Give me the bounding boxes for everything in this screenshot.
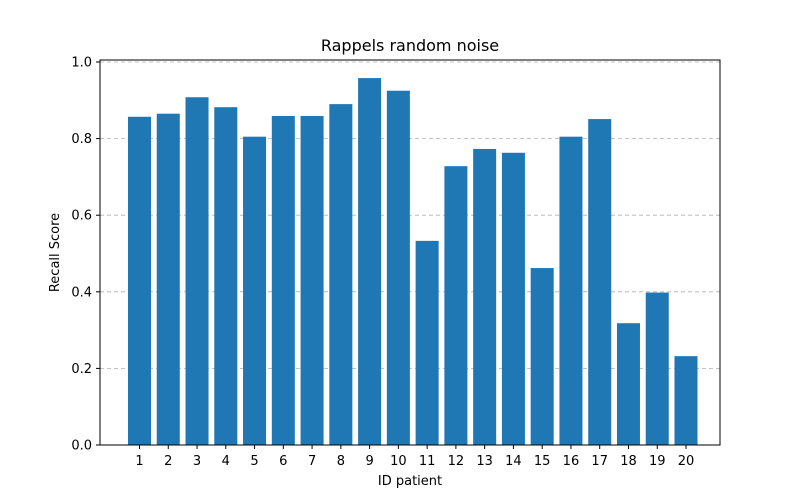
x-tick-label: 12 xyxy=(448,454,465,469)
x-axis-label: ID patient xyxy=(378,474,442,489)
bar xyxy=(530,268,554,445)
bars xyxy=(127,78,698,446)
x-tick-label: 18 xyxy=(620,454,637,469)
bar xyxy=(358,78,382,445)
x-tick-label: 10 xyxy=(390,454,407,469)
x-tick-label: 7 xyxy=(308,454,316,469)
bar xyxy=(127,116,152,446)
bar xyxy=(645,292,669,445)
bar xyxy=(386,90,410,445)
x-tick-label: 8 xyxy=(337,454,345,469)
x-tick-label: 4 xyxy=(222,454,230,469)
x-axis-ticks: 1 2 3 4 5 6 7 8 9 10 11 12 13 14 15 16 17 18 19 20 xyxy=(135,445,694,469)
x-tick-label: 3 xyxy=(193,454,201,469)
x-tick-label: 2 xyxy=(164,454,172,469)
x-tick-label: 5 xyxy=(250,454,258,469)
x-tick-label: 17 xyxy=(591,454,608,469)
bar xyxy=(674,356,698,445)
bar xyxy=(444,166,468,445)
x-tick-label: 14 xyxy=(505,454,522,469)
bar xyxy=(473,148,497,446)
chart-title: Rappels random noise xyxy=(321,36,499,55)
bar xyxy=(214,107,238,445)
y-axis-ticks: 0.0 0.2 0.4 0.6 0.8 1.0 xyxy=(71,56,100,454)
y-tick-label: 0.4 xyxy=(71,285,92,300)
x-tick-label: 1 xyxy=(135,454,143,469)
x-tick-label: 6 xyxy=(279,454,287,469)
x-tick-label: 9 xyxy=(365,454,373,469)
x-tick-label: 19 xyxy=(649,454,666,469)
x-tick-label: 11 xyxy=(419,454,436,469)
bar xyxy=(156,113,180,445)
bar xyxy=(329,104,353,445)
bar xyxy=(243,136,267,445)
x-tick-label: 15 xyxy=(534,454,551,469)
bar xyxy=(300,116,324,446)
x-tick-label: 20 xyxy=(678,454,695,469)
bar xyxy=(185,97,209,446)
bar xyxy=(616,323,640,445)
bar xyxy=(501,152,525,445)
x-tick-label: 13 xyxy=(476,454,493,469)
bar xyxy=(415,240,439,445)
y-axis-label: Recall Score xyxy=(48,213,63,292)
plot-frame xyxy=(99,59,721,446)
x-tick-label: 16 xyxy=(563,454,580,469)
y-tick-label: 0.0 xyxy=(71,439,92,454)
y-tick-label: 0.6 xyxy=(71,209,92,224)
bar xyxy=(271,116,295,446)
y-tick-label: 0.2 xyxy=(71,362,92,377)
y-tick-label: 1.0 xyxy=(71,56,92,71)
y-tick-label: 0.8 xyxy=(71,132,92,147)
bar xyxy=(588,119,612,445)
bar xyxy=(559,136,583,445)
